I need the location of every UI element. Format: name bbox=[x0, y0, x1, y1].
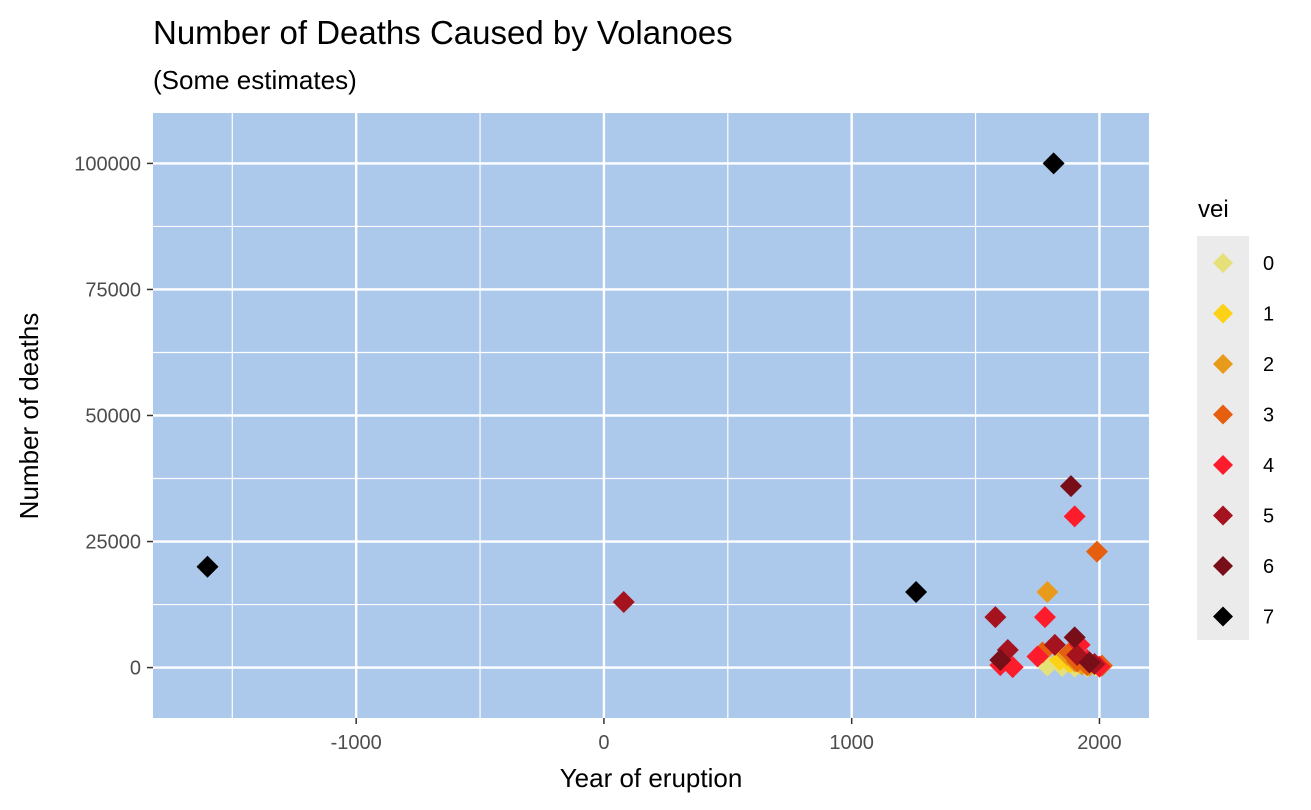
data-point-vei-6 bbox=[1059, 475, 1082, 498]
data-point-vei-7 bbox=[1042, 152, 1065, 175]
data-point-vei-5 bbox=[1043, 633, 1066, 656]
data-point-vei-5 bbox=[984, 606, 1007, 629]
legend-key-vei-1 bbox=[1213, 303, 1233, 324]
data-point-vei-4 bbox=[1026, 645, 1049, 668]
data-point-vei-3 bbox=[1085, 540, 1108, 563]
legend-key-vei-4 bbox=[1213, 455, 1233, 475]
legend-key-vei-7 bbox=[1213, 606, 1233, 627]
legend-label: 5 bbox=[1263, 506, 1274, 528]
data-point-vei-7 bbox=[905, 580, 928, 603]
data-point-vei-6 bbox=[989, 649, 1012, 672]
y-tick-label: 75000 bbox=[85, 279, 141, 301]
chart-subtitle: (Some estimates) bbox=[153, 65, 357, 95]
legend-label: 6 bbox=[1263, 556, 1274, 578]
legend-title: vei bbox=[1198, 196, 1229, 223]
legend-key-vei-5 bbox=[1213, 505, 1233, 526]
legend-key-vei-6 bbox=[1213, 556, 1233, 576]
x-tick-label: 0 bbox=[598, 732, 609, 754]
legend-label: 2 bbox=[1263, 354, 1274, 376]
legend-label: 1 bbox=[1263, 304, 1274, 326]
x-tick-label: -1000 bbox=[331, 732, 382, 754]
y-tick-label: 25000 bbox=[85, 532, 141, 554]
y-tick-label: 0 bbox=[130, 658, 141, 680]
data-point-vei-7 bbox=[196, 555, 219, 578]
legend-label: 7 bbox=[1263, 607, 1274, 629]
data-point-vei-6 bbox=[1078, 651, 1101, 674]
legend-key-vei-0 bbox=[1213, 253, 1233, 273]
data-point-vei-5 bbox=[612, 591, 635, 614]
y-axis-title: Number of deaths bbox=[14, 313, 44, 520]
legend-key-vei-3 bbox=[1213, 404, 1233, 425]
legend-key-vei-2 bbox=[1213, 354, 1233, 374]
data-point-vei-4 bbox=[1063, 505, 1086, 528]
y-axis: 0 25000 50000 75000 100000 bbox=[74, 153, 153, 680]
data-point-vei-6 bbox=[1063, 626, 1086, 649]
legend-label: 0 bbox=[1263, 253, 1274, 275]
y-tick-label: 50000 bbox=[85, 406, 141, 428]
legend-key-background bbox=[1197, 236, 1249, 640]
data-point-vei-4 bbox=[1033, 606, 1056, 629]
x-tick-label: 2000 bbox=[1077, 732, 1122, 754]
legend-label: 3 bbox=[1263, 405, 1274, 427]
x-tick-label: 1000 bbox=[829, 732, 874, 754]
x-axis-title: Year of eruption bbox=[560, 763, 743, 793]
legend-label: 4 bbox=[1263, 455, 1274, 477]
chart-title: Number of Deaths Caused by Volanoes bbox=[153, 14, 733, 51]
major-gridlines bbox=[153, 113, 1149, 718]
x-axis: -1000 0 1000 2000 bbox=[331, 718, 1122, 754]
y-tick-label: 100000 bbox=[74, 153, 141, 175]
legend: vei 0 1 2 3 4 5 6 7 bbox=[1197, 196, 1274, 640]
data-point-vei-2 bbox=[1036, 580, 1059, 603]
data-points bbox=[196, 152, 1113, 679]
